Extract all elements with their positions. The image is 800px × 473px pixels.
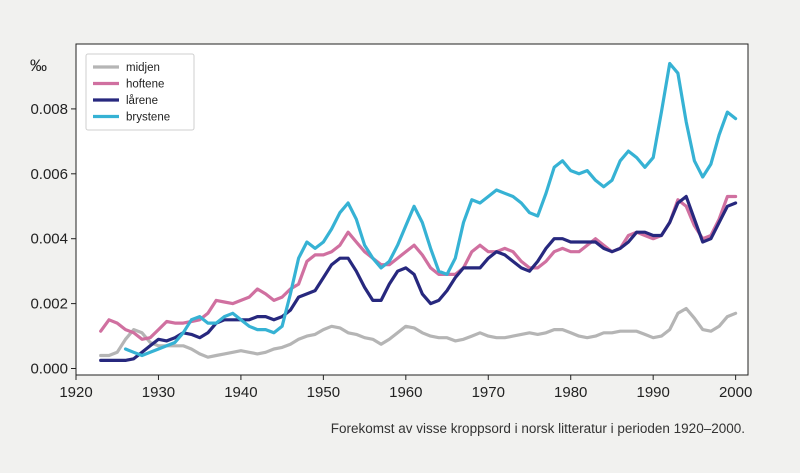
x-tick-label: 1920: [59, 384, 92, 401]
series-line-1: [99, 194, 738, 341]
x-axis: 1920 1930 1940 1950 1960 1970 1980 1990 2000: [59, 375, 752, 401]
y-axis-unit-label: ‰: [30, 56, 47, 75]
legend-label: lårene: [126, 95, 158, 107]
figure-caption: Forekomst av visse kroppsord i norsk lit…: [330, 421, 745, 436]
y-axis: 0.000 0.002 0.004 0.006 0.008: [30, 101, 76, 378]
x-tick-label: 2000: [719, 384, 752, 401]
x-tick-label: 1960: [389, 384, 422, 401]
legend-label: hoftene: [126, 79, 164, 91]
x-tick-label: 1970: [472, 384, 505, 401]
legend: midjen hoftene lårene brystene: [85, 53, 195, 131]
y-tick-label: 0.006: [30, 166, 68, 183]
y-tick-label: 0.004: [30, 231, 68, 248]
legend-label: brystene: [126, 112, 170, 124]
legend-label: midjen: [126, 62, 160, 74]
series-lines: [99, 61, 738, 362]
x-tick-label: 1950: [307, 384, 340, 401]
x-tick-label: 1930: [142, 384, 175, 401]
x-tick-label: 1940: [224, 384, 257, 401]
y-tick-label: 0.000: [30, 361, 68, 378]
y-tick-label: 0.008: [30, 101, 68, 118]
x-tick-label: 1990: [636, 384, 669, 401]
series-line-0: [99, 306, 738, 359]
y-tick-label: 0.002: [30, 296, 68, 313]
series-line-2: [99, 194, 738, 362]
x-tick-label: 1980: [554, 384, 587, 401]
legend-box: [85, 53, 195, 131]
series-line-3: [123, 61, 738, 358]
